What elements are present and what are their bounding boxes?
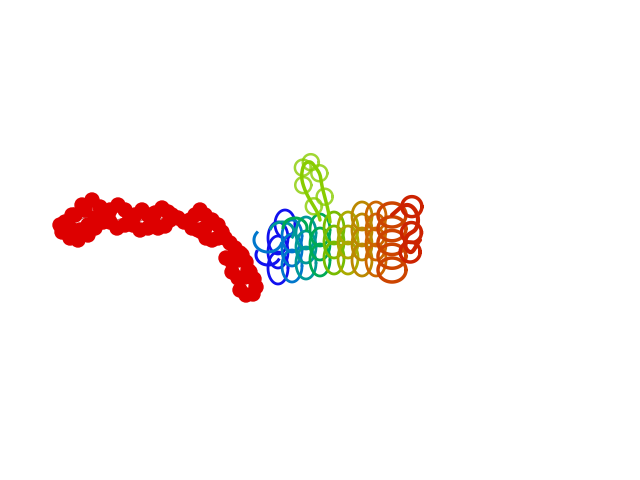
- Circle shape: [163, 213, 177, 227]
- Circle shape: [78, 203, 92, 217]
- Circle shape: [110, 221, 124, 235]
- Circle shape: [239, 255, 253, 269]
- Circle shape: [158, 219, 172, 233]
- Circle shape: [247, 272, 261, 286]
- Circle shape: [148, 206, 162, 220]
- Circle shape: [101, 208, 115, 222]
- Circle shape: [88, 221, 102, 235]
- Circle shape: [88, 211, 102, 225]
- Circle shape: [203, 215, 217, 229]
- Circle shape: [96, 215, 110, 229]
- Circle shape: [63, 231, 77, 245]
- Circle shape: [231, 271, 245, 285]
- Circle shape: [225, 265, 239, 279]
- Circle shape: [231, 253, 245, 267]
- Circle shape: [215, 225, 229, 239]
- Circle shape: [249, 280, 263, 294]
- Circle shape: [239, 288, 253, 302]
- Circle shape: [81, 218, 95, 232]
- Circle shape: [128, 208, 142, 222]
- Circle shape: [145, 215, 159, 229]
- Circle shape: [246, 287, 260, 301]
- Circle shape: [73, 223, 87, 237]
- Circle shape: [183, 213, 197, 227]
- Circle shape: [171, 211, 185, 225]
- Circle shape: [233, 283, 247, 297]
- Circle shape: [211, 231, 225, 245]
- Circle shape: [238, 270, 252, 284]
- Circle shape: [81, 228, 95, 242]
- Circle shape: [146, 215, 160, 229]
- Circle shape: [223, 236, 237, 250]
- Circle shape: [68, 208, 82, 222]
- Circle shape: [191, 223, 205, 237]
- Circle shape: [199, 231, 213, 245]
- Circle shape: [63, 221, 77, 235]
- Circle shape: [85, 193, 99, 207]
- Circle shape: [161, 205, 175, 219]
- Circle shape: [103, 203, 117, 217]
- Circle shape: [218, 231, 232, 245]
- Circle shape: [55, 225, 69, 239]
- Circle shape: [58, 215, 72, 229]
- Circle shape: [177, 215, 191, 229]
- Circle shape: [118, 218, 132, 232]
- Circle shape: [241, 263, 255, 277]
- Circle shape: [211, 218, 225, 232]
- Circle shape: [111, 198, 125, 212]
- Circle shape: [228, 241, 242, 255]
- Circle shape: [141, 221, 155, 235]
- Circle shape: [65, 208, 79, 222]
- Circle shape: [195, 225, 209, 239]
- Circle shape: [118, 203, 132, 217]
- Circle shape: [225, 255, 239, 269]
- Circle shape: [151, 221, 165, 235]
- Circle shape: [205, 213, 219, 227]
- Circle shape: [93, 200, 107, 214]
- Circle shape: [198, 221, 212, 235]
- Circle shape: [243, 265, 257, 279]
- Circle shape: [123, 211, 137, 225]
- Circle shape: [141, 208, 155, 222]
- Circle shape: [135, 203, 149, 217]
- Circle shape: [126, 218, 140, 232]
- Circle shape: [235, 248, 249, 262]
- Circle shape: [188, 208, 202, 222]
- Circle shape: [219, 251, 233, 265]
- Circle shape: [165, 208, 179, 222]
- Circle shape: [155, 201, 169, 215]
- Circle shape: [71, 233, 85, 247]
- Circle shape: [198, 208, 212, 222]
- Circle shape: [75, 198, 89, 212]
- Circle shape: [103, 215, 117, 229]
- Circle shape: [205, 233, 219, 247]
- Circle shape: [233, 246, 247, 260]
- Circle shape: [185, 221, 199, 235]
- Circle shape: [193, 203, 207, 217]
- Circle shape: [133, 223, 147, 237]
- Circle shape: [53, 218, 67, 232]
